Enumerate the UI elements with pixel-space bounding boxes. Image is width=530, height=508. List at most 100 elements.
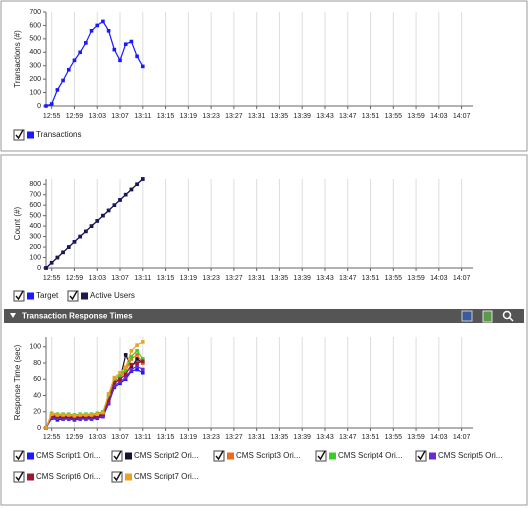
point: [140, 367, 145, 372]
icon-save[interactable]: [482, 310, 493, 323]
legend-checkbox[interactable]: [13, 129, 25, 141]
x-tick-label: 13:19: [180, 434, 198, 441]
legend-checkbox[interactable]: [13, 450, 25, 462]
legend-checkbox[interactable]: [213, 450, 225, 462]
legend-check: [69, 290, 78, 301]
point: [140, 370, 145, 375]
point: [129, 367, 134, 372]
point: [135, 349, 139, 353]
x-tick-label: 13:15: [157, 113, 175, 120]
point: [140, 359, 145, 364]
legend-check: [15, 471, 24, 482]
x-tick-label: 13:55: [385, 113, 403, 120]
x-tick-label: 14:03: [430, 113, 448, 120]
point: [89, 29, 94, 33]
x-tick-label: 13:19: [180, 113, 198, 120]
y-tick-label: 0: [37, 425, 41, 432]
point: [135, 357, 139, 361]
x-tick-label: 12:59: [66, 113, 84, 120]
point: [78, 234, 82, 239]
point: [61, 413, 65, 417]
x-tick-label: 13:55: [385, 275, 403, 282]
y-tick-label: 400: [29, 49, 41, 56]
legend-checkbox[interactable]: [67, 290, 79, 302]
collapse-arrow[interactable]: [10, 313, 16, 318]
x-tick-label: 13:43: [316, 113, 334, 120]
point: [106, 208, 111, 213]
point: [89, 413, 94, 417]
x-tick-label: 14:07: [453, 275, 471, 282]
x-tick-label: 13:47: [339, 275, 357, 282]
icon-export[interactable]: [461, 310, 473, 322]
point: [84, 413, 88, 417]
legend-check: [317, 450, 326, 461]
legend-check: [215, 450, 224, 461]
x-tick-label: 13:43: [316, 275, 334, 282]
legend-swatch: [27, 292, 34, 300]
point: [112, 47, 117, 52]
x-tick-label: 13:11: [134, 275, 151, 282]
point: [112, 380, 117, 385]
point: [106, 29, 111, 33]
icon-zoom-handle: [508, 316, 514, 322]
point: [135, 367, 139, 372]
y-tick-label: 100: [29, 89, 41, 96]
legend-swatch: [429, 452, 436, 460]
icon-zoom[interactable]: [502, 310, 512, 320]
legend-check: [15, 129, 24, 140]
point: [61, 250, 65, 255]
point: [140, 177, 145, 181]
point: [118, 377, 122, 382]
point: [140, 340, 145, 344]
y-tick-label: 500: [29, 212, 41, 219]
point: [55, 255, 60, 260]
y-tick-label: 60: [33, 376, 41, 383]
legend-label: CMS Script7 Ori...: [134, 472, 198, 481]
legend-checkbox[interactable]: [111, 450, 123, 462]
y-tick-label: 600: [29, 202, 41, 209]
point: [49, 260, 54, 265]
y-tick-label: 100: [29, 254, 41, 261]
point: [95, 23, 100, 28]
x-tick-label: 13:35: [271, 275, 289, 282]
x-tick-label: 13:59: [407, 434, 425, 441]
point: [44, 266, 48, 270]
panel-title: Transaction Response Times: [22, 312, 133, 321]
legend-swatch: [27, 452, 34, 460]
legend-checkbox[interactable]: [415, 450, 427, 462]
point: [112, 375, 117, 380]
x-tick-label: 13:51: [362, 434, 380, 441]
point: [44, 104, 48, 108]
point: [106, 392, 111, 396]
y-tick-label: 700: [29, 9, 41, 16]
point: [118, 370, 122, 375]
legend-checkbox[interactable]: [315, 450, 327, 462]
y-tick-label: 300: [29, 63, 41, 70]
x-tick-label: 13:27: [225, 434, 243, 441]
legend-check: [113, 450, 122, 461]
legend-swatch: [27, 473, 34, 481]
x-tick-label: 13:31: [248, 113, 266, 120]
y-tick-label: 40: [33, 392, 41, 399]
y-tick-label: 200: [29, 76, 41, 83]
point: [72, 58, 77, 63]
point: [118, 198, 122, 202]
y-tick-label: 400: [29, 223, 41, 230]
x-tick-label: 13:03: [88, 434, 106, 441]
legend-swatch: [125, 473, 132, 481]
x-tick-label: 13:11: [134, 113, 151, 120]
legend-swatch: [227, 452, 234, 460]
x-tick-label: 13:03: [88, 275, 106, 282]
point: [66, 413, 71, 417]
legend-checkbox[interactable]: [13, 290, 25, 302]
point: [66, 245, 71, 249]
point: [123, 367, 128, 372]
plot-area: [46, 179, 473, 268]
legend-swatch: [81, 292, 88, 300]
x-tick-label: 14:03: [430, 434, 448, 441]
x-tick-label: 13:27: [225, 113, 243, 120]
legend-checkbox[interactable]: [13, 471, 25, 483]
legend-checkbox[interactable]: [111, 471, 123, 483]
point: [118, 373, 122, 377]
